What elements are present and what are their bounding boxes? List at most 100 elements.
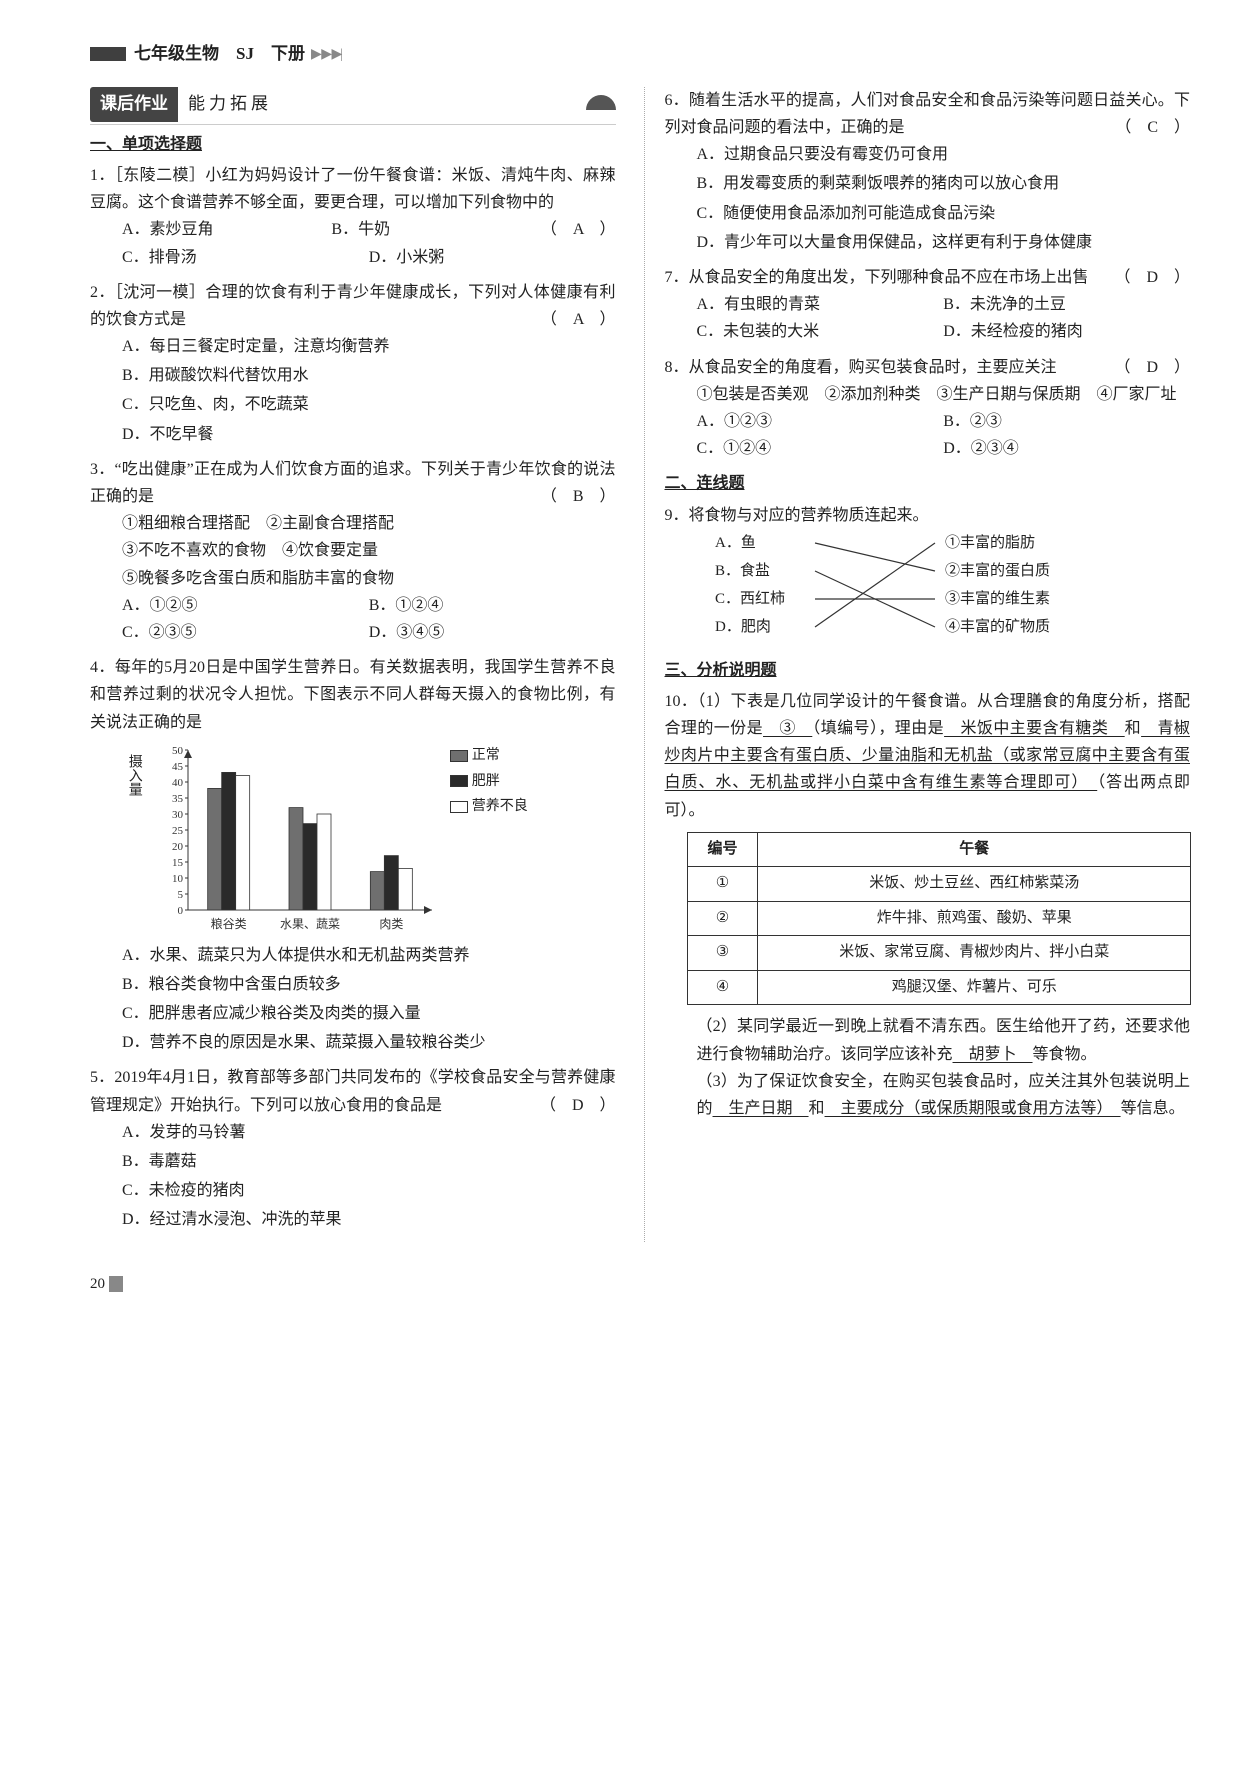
blank: 胡萝卜 (953, 1046, 1033, 1063)
opt-b: B．①②④ (369, 592, 616, 619)
opt-a: A．发芽的马铃薯 (122, 1119, 616, 1146)
p1b: （填编号），理由是 (812, 720, 944, 737)
section-header: 课后作业 能力拓展 (90, 87, 616, 125)
answer-blank: （ C ） (1115, 114, 1190, 141)
opt-c: C．未检疫的猪肉 (122, 1177, 616, 1204)
question-9: 9．将食物与对应的营养物质连起来。 A．鱼B．食盐C．西红柿D．肥肉①丰富的脂肪… (665, 502, 1191, 649)
svg-text:水果、蔬菜: 水果、蔬菜 (280, 917, 340, 931)
opt-d: D．不吃早餐 (122, 421, 616, 448)
header-title: 七年级生物 SJ 下册 (134, 40, 305, 69)
header-arrows-icon: ▶ ▶ ▶| (311, 43, 341, 67)
opt-c: C．肥胖患者应减少粮谷类及肉类的摄入量 (122, 1000, 616, 1027)
svg-text:20: 20 (172, 841, 184, 853)
opt-c: C．未包装的大米 (697, 318, 944, 345)
q-num: 2． (90, 284, 115, 301)
blank: ③ (763, 720, 812, 737)
q-num: 5． (90, 1069, 114, 1086)
right-column: 6．随着生活水平的提高，人们对食品安全和食品污染等问题日益关心。下列对食品问题的… (644, 87, 1191, 1242)
question-1: 1．［东陵二模］小红为妈妈设计了一份午餐食谱：米饭、清炖牛肉、麻辣豆腐。这个食谱… (90, 162, 616, 271)
blank: 生产日期 (713, 1100, 809, 1117)
q-text: 随着生活水平的提高，人们对食品安全和食品污染等问题日益关心。下列对食品问题的看法… (665, 92, 1190, 136)
svg-text:B．食盐: B．食盐 (715, 562, 770, 579)
q-num: 10． (665, 693, 698, 710)
header-bar (90, 47, 126, 61)
q-num: 9． (665, 507, 689, 524)
match-diagram: A．鱼B．食盐C．西红柿D．肥肉①丰富的脂肪②丰富的蛋白质③丰富的维生素④丰富的… (705, 529, 1085, 649)
opt-c: C．随便使用食品添加剂可能造成食品污染 (697, 200, 1191, 227)
stmt-line: ⑤晚餐多吃含蛋白质和脂肪丰富的食物 (90, 565, 616, 592)
answer-blank: （ A ） (541, 306, 616, 333)
question-8: 8．从食品安全的角度看，购买包装食品时，主要应关注 （ D ） ①包装是否美观 … (665, 354, 1191, 463)
q-text: 从食品安全的角度看，购买包装食品时，主要应关注 (689, 359, 1057, 376)
section-subtitle: 能力拓展 (178, 87, 282, 122)
q-text: 从食品安全的角度出发，下列哪种食品不应在市场上出售 (689, 269, 1089, 286)
opt-a: A．过期食品只要没有霉变仍可食用 (697, 141, 1191, 168)
opt-d: D．未经检疫的猪肉 (943, 318, 1190, 345)
arc-icon (586, 90, 616, 119)
svg-text:25: 25 (172, 825, 184, 837)
chart-svg: 05101520253035404550粮谷类水果、蔬菜肉类 (158, 744, 438, 934)
q-text: 2019年4月1日，教育部等多部门共同发布的《学校食品安全与营养健康管理规定》开… (90, 1069, 615, 1113)
opt-a: A．有虫眼的青菜 (697, 291, 944, 318)
opt-a: A．水果、蔬菜只为人体提供水和无机盐两类营养 (122, 942, 616, 969)
chart-ylabel: 摄入量 (122, 744, 146, 796)
subhead-mcq: 一、单项选择题 (90, 131, 616, 158)
answer-blank: （ A ） (541, 216, 616, 243)
svg-text:④丰富的矿物质: ④丰富的矿物质 (945, 617, 1050, 635)
question-10: 10．（1）下表是几位同学设计的午餐食谱。从合理膳食的角度分析，搭配合理的一份是… (665, 688, 1191, 1122)
opt-b: B．粮谷类食物中含蛋白质较多 (122, 971, 616, 998)
p3b: 和 (809, 1100, 825, 1117)
page-bar-icon (109, 1276, 123, 1292)
opt-b: B．用碳酸饮料代替饮用水 (122, 362, 616, 389)
answer-blank: （ B ） (541, 483, 616, 510)
chart-legend: 正常肥胖营养不良 (450, 744, 528, 821)
svg-text:①丰富的脂肪: ①丰富的脂肪 (945, 533, 1035, 551)
answer-blank: （ D ） (540, 1092, 616, 1119)
page-number: 20 (90, 1272, 1190, 1298)
q-num: 6． (665, 92, 689, 109)
opt-a: A．素炒豆角 (122, 216, 331, 243)
lunch-table: 编号午餐①米饭、炒土豆丝、西红柿紫菜汤②炸牛排、煎鸡蛋、酸奶、苹果③米饭、家常豆… (687, 832, 1191, 1006)
q-source: ［东陵二模］ (115, 167, 206, 184)
q-num: 4． (90, 659, 115, 676)
answer-blank: （ D ） (1114, 264, 1190, 291)
question-3: 3．“吃出健康”正在成为人们饮食方面的追求。下列关于青少年饮食的说法正确的是 （… (90, 456, 616, 646)
svg-text:肉类: 肉类 (379, 917, 403, 931)
opt-b: B．②③ (943, 408, 1190, 435)
subhead-match: 二、连线题 (665, 470, 1191, 497)
svg-text:30: 30 (172, 809, 184, 821)
q-text: 将食物与对应的营养物质连起来。 (689, 507, 929, 524)
opt-d: D．②③④ (943, 435, 1190, 462)
page-number-value: 20 (90, 1276, 105, 1292)
q-source: ［沈河一模］ (115, 284, 206, 301)
opt-b: B．未洗净的土豆 (943, 291, 1190, 318)
opt-c: C．①②④ (697, 435, 944, 462)
opt-a: A．①②③ (697, 408, 944, 435)
svg-text:③丰富的维生素: ③丰富的维生素 (945, 589, 1050, 607)
blank: 米饭中主要含有糖类 (944, 720, 1125, 737)
left-column: 课后作业 能力拓展 一、单项选择题 1．［东陵二模］小红为妈妈设计了一份午餐食谱… (90, 87, 616, 1242)
opt-b: B．牛奶 (331, 216, 540, 243)
opt-d: D．青少年可以大量食用保健品，这样更有利于身体健康 (697, 229, 1191, 256)
p1c: 和 (1125, 720, 1141, 737)
q-num: 1． (90, 167, 115, 184)
question-7: 7．从食品安全的角度出发，下列哪种食品不应在市场上出售 （ D ） A．有虫眼的… (665, 264, 1191, 346)
svg-text:粮谷类: 粮谷类 (210, 916, 246, 931)
opt-c: C．排骨汤 (122, 244, 369, 271)
opt-b: B．毒蘑菇 (122, 1148, 616, 1175)
q-num: 8． (665, 359, 689, 376)
svg-text:35: 35 (172, 793, 184, 805)
svg-text:50: 50 (172, 745, 184, 757)
stmt-line: ①粗细粮合理搭配 ②主副食合理搭配 (90, 510, 616, 537)
question-6: 6．随着生活水平的提高，人们对食品安全和食品污染等问题日益关心。下列对食品问题的… (665, 87, 1191, 256)
svg-text:C．西红柿: C．西红柿 (715, 589, 785, 607)
opt-a: A．每日三餐定时定量，注意均衡营养 (122, 333, 616, 360)
question-5: 5．2019年4月1日，教育部等多部门共同发布的《学校食品安全与营养健康管理规定… (90, 1064, 616, 1233)
svg-text:②丰富的蛋白质: ②丰富的蛋白质 (945, 561, 1050, 579)
p2b: 等食物。 (1033, 1046, 1097, 1063)
svg-text:15: 15 (172, 857, 184, 869)
svg-text:A．鱼: A．鱼 (715, 533, 756, 551)
subhead-analysis: 三、分析说明题 (665, 657, 1191, 684)
opt-d: D．小米粥 (369, 244, 616, 271)
svg-text:10: 10 (172, 873, 184, 885)
